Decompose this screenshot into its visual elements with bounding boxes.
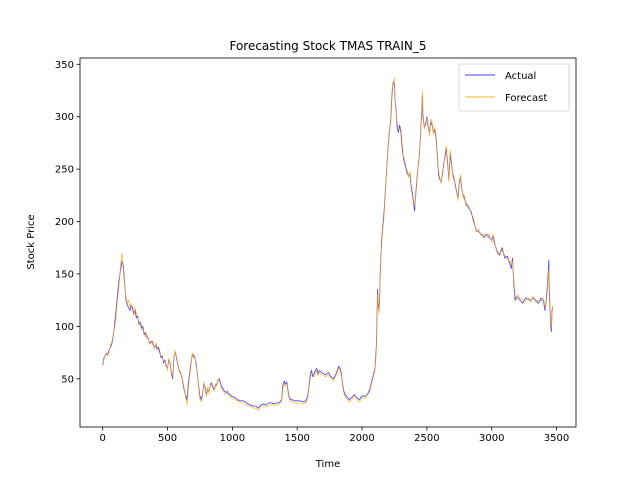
legend-box (458, 63, 570, 112)
x-tick-label: 500 (158, 433, 177, 444)
y-tick-label: 200 (55, 217, 74, 228)
x-tick-label: 1000 (220, 433, 245, 444)
y-tick-label: 150 (55, 269, 74, 280)
plot-area-frame (79, 57, 577, 428)
axis-ticks: 0 500 1000 1500 2000 2500 3000 3500 50 100 150 200 2… (55, 60, 569, 444)
series-line-forecast (102, 77, 554, 411)
legend-label-actual: Actual (505, 71, 536, 82)
x-tick-label: 1500 (284, 433, 309, 444)
x-axis-label: Time (315, 459, 340, 470)
y-tick-label: 300 (55, 112, 74, 123)
plot-lines (102, 77, 554, 411)
x-tick-label: 0 (100, 433, 106, 444)
y-axis-label: Stock Price (26, 214, 37, 269)
x-tick-label: 3500 (544, 433, 569, 444)
legend-label-forecast: Forecast (505, 93, 547, 104)
y-tick-label: 350 (55, 60, 74, 71)
x-tick-label: 3000 (479, 433, 504, 444)
y-tick-label: 100 (55, 322, 74, 333)
y-tick-label: 50 (61, 374, 74, 385)
legend: Actual Forecast (458, 63, 570, 112)
x-tick-label: 2000 (349, 433, 374, 444)
chart-title: Forecasting Stock TMAS TRAIN_5 (229, 39, 426, 53)
y-tick-label: 250 (55, 165, 74, 176)
x-tick-label: 2500 (414, 433, 439, 444)
